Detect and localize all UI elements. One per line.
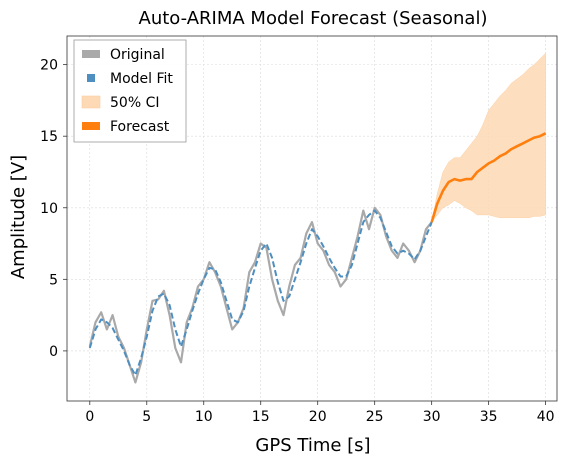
x-tick-label-7: 35 [480,409,498,425]
ci-band-layer [431,52,546,223]
tick-labels: 0 5 10 15 20 25 30 35 40 0 5 10 15 20 [40,58,554,425]
y-axis-label: Amplitude [V] [8,155,29,279]
plot-frame [66,35,558,402]
chart-title: Auto-ARIMA Model Forecast (Seasonal) [139,8,488,29]
original-series-line [88,206,433,384]
ci-band [431,52,546,223]
legend-entry-1: Model Fit [87,71,173,87]
x-tick-label-5: 25 [366,409,384,425]
x-tick-label-8: 40 [537,409,555,425]
y-tick-label-0: 0 [49,344,58,360]
legend-swatch-0 [82,50,100,58]
legend-swatch-3 [82,122,100,130]
legend: Original Model Fit 50% CI Forecast [73,39,187,143]
legend-entry-0: Original [82,47,165,63]
legend-label-0: Original [110,47,165,63]
x-tick-label-0: 0 [85,409,94,425]
series-layer [88,132,547,384]
model-fit-series-line [88,209,433,377]
x-tick-label-3: 15 [252,409,270,425]
x-tick-label-2: 10 [195,409,213,425]
forecast-series-line [430,132,547,223]
y-tick-label-2: 10 [40,201,58,217]
y-tick-label-1: 5 [49,272,58,288]
x-tick-label-6: 30 [423,409,441,425]
x-axis-label: GPS Time [s] [255,435,370,456]
legend-entry-2: 50% CI [81,95,159,111]
x-tick-label-1: 5 [142,409,151,425]
y-tick-label-3: 15 [40,129,58,145]
legend-entry-3: Forecast [82,119,170,135]
y-tick-label-4: 20 [40,58,58,74]
legend-label-3: Forecast [110,119,170,135]
axes [63,35,558,405]
legend-swatch-1 [87,74,95,82]
x-tick-label-4: 20 [309,409,327,425]
legend-swatch-2 [81,95,101,109]
legend-label-2: 50% CI [110,95,159,111]
legend-label-1: Model Fit [110,71,173,87]
